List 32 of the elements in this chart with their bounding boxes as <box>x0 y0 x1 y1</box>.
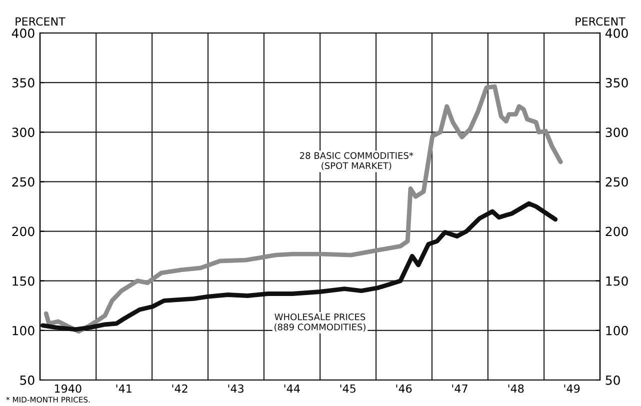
y-tick-label: 400 <box>12 28 34 38</box>
x-tick-label: '46 <box>396 384 412 393</box>
x-tick-label: '45 <box>340 384 356 393</box>
line-series <box>44 84 563 334</box>
y2-tick-label: 400 <box>605 28 628 38</box>
y-tick-label: 250 <box>12 177 34 187</box>
series-label: 28 BASIC COMMODITIES* (SPOT MARKET) <box>300 152 414 170</box>
x-tick-label: '41 <box>116 384 132 393</box>
y2-tick-label: 300 <box>606 128 628 138</box>
y-tick-label: 200 <box>12 226 34 236</box>
y2-tick-label: 250 <box>606 177 628 187</box>
x-tick-label: '42 <box>172 384 188 393</box>
y2-tick-label: 350 <box>606 78 628 88</box>
y-tick-label: 50 <box>20 375 34 385</box>
y-tick-label: 350 <box>12 78 34 88</box>
x-tick-label: '44 <box>284 384 300 393</box>
y-tick-label: 150 <box>12 276 34 286</box>
x-tick-label: '47 <box>452 384 468 393</box>
x-tick-label: '48 <box>508 384 524 393</box>
y2-tick-label: 50 <box>606 375 620 385</box>
y2-tick-label: 150 <box>606 276 628 286</box>
y2-tick-label: 100 <box>606 326 628 336</box>
x-tick-label: '43 <box>228 384 244 393</box>
x-tick-label: '49 <box>564 384 580 393</box>
y-tick-label: 300 <box>12 128 34 138</box>
text: WHOLESALE PRICES (889 COMMODITIES) <box>274 313 366 332</box>
x-tick-label: 1940 <box>54 384 82 393</box>
line-series <box>40 201 558 332</box>
y-axis-title: PERCENT <box>16 17 66 26</box>
y2-tick-label: 200 <box>606 226 628 236</box>
y2-axis-title: PERCENT <box>576 17 626 26</box>
y-tick-label: 100 <box>12 326 34 336</box>
